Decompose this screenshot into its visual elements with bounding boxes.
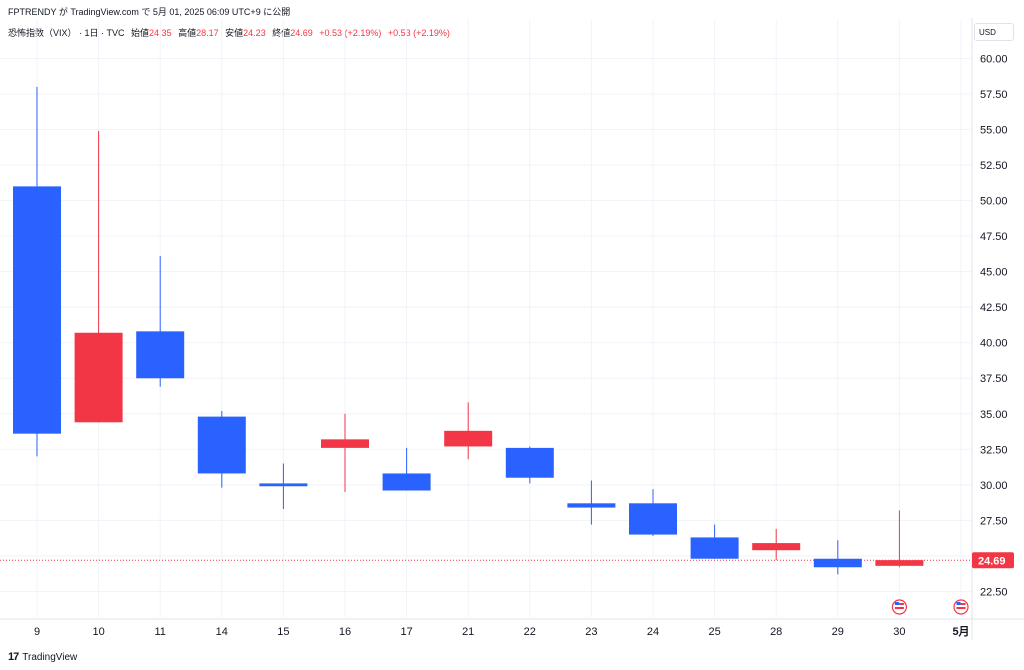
candle-body (505, 447, 554, 478)
y-tick-label: 27.50 (980, 515, 1008, 527)
candle-body (567, 503, 616, 508)
change-value-2: +0.53 (+2.19%) (387, 28, 450, 38)
candle-body (444, 430, 493, 447)
x-tick-label: 29 (832, 626, 844, 638)
x-tick-label: 16 (339, 626, 351, 638)
x-tick-label: 21 (462, 626, 474, 638)
x-tick-label: 25 (708, 626, 720, 638)
candle-body (752, 543, 801, 551)
x-tick-label: 10 (92, 626, 104, 638)
flag-stripe (894, 603, 904, 605)
y-tick-label: 30.00 (980, 480, 1008, 492)
close-label: 終値 (272, 28, 291, 38)
flag-stripe (956, 603, 966, 605)
x-tick-label: 28 (770, 626, 782, 638)
x-tick-label: 22 (524, 626, 536, 638)
high-value: 28.17 (196, 28, 219, 38)
change-value: +0.53 (+2.19%) (319, 28, 382, 38)
y-axis[interactable]: 22.5025.0027.5030.0032.5035.0037.5040.00… (972, 53, 1014, 598)
low-label: 安値 (225, 28, 244, 38)
x-tick-label: 5月 (952, 625, 969, 638)
x-tick-label: 9 (34, 626, 40, 638)
candles (13, 86, 924, 575)
y-tick-label: 57.50 (980, 89, 1008, 101)
y-tick-label: 32.50 (980, 444, 1008, 456)
y-tick-label: 60.00 (980, 53, 1008, 65)
y-tick-label: 52.50 (980, 160, 1008, 172)
event-markers (891, 599, 969, 615)
y-tick-label: 55.00 (980, 125, 1008, 137)
last-price-label: 24.69 (978, 555, 1006, 567)
candle-body (629, 503, 677, 535)
flag-canton (956, 602, 961, 605)
flag-stripe (894, 607, 904, 609)
us-flag-icon (891, 599, 908, 615)
y-tick-label: 40.00 (980, 338, 1008, 350)
flag-stripe (956, 607, 966, 609)
y-tick-label: 50.00 (980, 196, 1008, 208)
high-label: 高値 (178, 28, 197, 38)
candle-body (259, 483, 308, 487)
candle-body (813, 558, 862, 568)
y-tick-label: 42.50 (980, 302, 1008, 314)
candle-body (74, 332, 123, 423)
symbol-label[interactable]: 恐怖指数（VIX） · 1日 · TVC (8, 28, 125, 38)
x-tick-label: 30 (893, 626, 905, 638)
tradingview-logo-icon: 17 (8, 651, 19, 663)
footer: 17 TradingView (8, 651, 77, 663)
x-axis[interactable]: 9 10 11 14 15 16 17 21 22 23 24 25 28 29 30 5月 (34, 625, 970, 638)
y-tick-label: 35.00 (980, 409, 1008, 421)
candle-body (13, 186, 61, 434)
y-tick-label: 47.50 (980, 231, 1008, 243)
candle-body (136, 331, 185, 379)
y-tick-label: 22.50 (980, 586, 1008, 598)
candle-body (197, 416, 246, 474)
publish-header: FPTRENDY が TradingView.com で 5月 01, 2025… (8, 7, 291, 17)
grid (0, 18, 1024, 640)
flag-canton (894, 602, 899, 605)
currency-button[interactable]: USD (974, 23, 1014, 41)
x-tick-label: 11 (154, 626, 165, 638)
last-price-badge (972, 552, 1014, 569)
footer-brand: TradingView (22, 651, 78, 663)
x-tick-label: 15 (277, 626, 289, 638)
us-flag-icon (953, 599, 969, 615)
candle-body (690, 537, 739, 559)
candle-body (382, 473, 431, 491)
candle-body (875, 560, 924, 566)
close-value: 24.69 (290, 28, 313, 38)
y-tick-label: 45.00 (980, 267, 1008, 279)
open-label: 始値 (131, 28, 150, 38)
low-value: 24.23 (243, 28, 266, 38)
candle-body (321, 439, 369, 448)
x-tick-label: 14 (216, 626, 228, 638)
x-tick-label: 23 (585, 626, 597, 638)
x-tick-label: 17 (400, 626, 412, 638)
x-tick-label: 24 (647, 626, 659, 638)
y-tick-label: 37.50 (980, 373, 1008, 385)
